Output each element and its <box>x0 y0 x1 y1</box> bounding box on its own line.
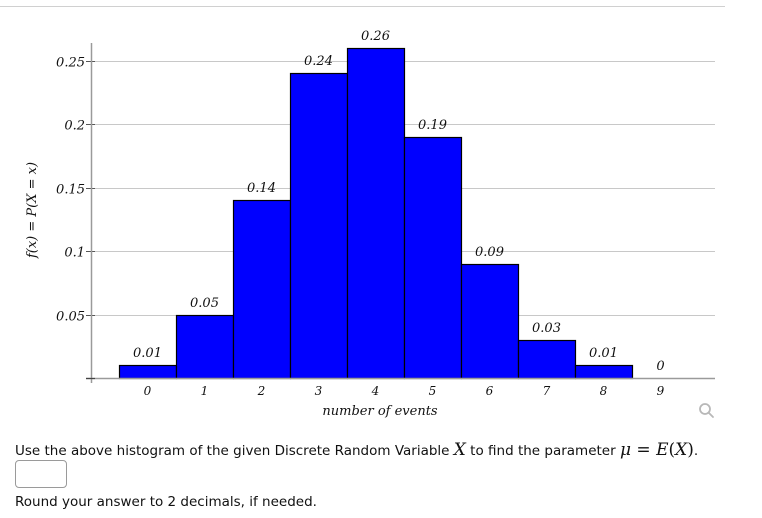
histogram-bar <box>232 199 292 380</box>
x-tick-label: 7 <box>543 384 551 398</box>
x-tick-label: 6 <box>486 384 494 398</box>
mu-symbol: μ <box>619 440 632 460</box>
y-axis-label: f(x) = P(X = x) <box>25 162 40 259</box>
bar-value-label: 0.19 <box>418 118 447 133</box>
y-tick-label: 0.1 <box>64 246 85 261</box>
histogram-bar <box>517 339 577 380</box>
labels: 0.05 0.1 0.15 0.2 0.25 0.01 0 0.05 1 0.14 2 0.24 3 0.… <box>56 29 665 398</box>
bar-value-label: 0.03 <box>532 321 561 336</box>
variable-x-2: X <box>675 440 688 460</box>
histogram-bar <box>346 47 406 380</box>
paren-open: ( <box>668 440 676 460</box>
histogram-bar <box>460 263 520 380</box>
bar-value-label: 0.01 <box>133 346 162 361</box>
question-prefix: Use the above histogram of the given Dis… <box>15 443 454 459</box>
histogram-chart: 0.05 0.1 0.15 0.2 0.25 0.01 0 0.05 1 0.14 2 0.24 3 0.… <box>25 29 715 419</box>
y-tick-label: 0.05 <box>56 310 85 325</box>
bar-value-label: 0 <box>656 359 664 374</box>
y-tick-label: 0.2 <box>64 119 85 134</box>
x-tick-label: 0 <box>144 384 152 398</box>
histogram-bar <box>118 364 178 380</box>
x-tick-label: 2 <box>257 384 266 398</box>
answer-input[interactable] <box>15 460 67 488</box>
variable-x: X <box>453 440 466 460</box>
magnifier-icon[interactable] <box>698 402 716 420</box>
x-tick-label: 5 <box>429 384 437 398</box>
axes <box>86 43 715 383</box>
top-divider <box>0 6 725 7</box>
expectation-e: E <box>656 440 669 460</box>
y-tick-label: 0.15 <box>56 183 85 198</box>
x-tick-label: 9 <box>657 384 665 398</box>
bar-value-label: 0.26 <box>361 29 390 44</box>
histogram-bar <box>403 136 463 380</box>
histogram-bar <box>289 72 349 380</box>
question-suffix: . <box>693 443 699 459</box>
bar-value-label: 0.09 <box>475 245 504 260</box>
bar-value-label: 0.14 <box>247 181 276 196</box>
x-tick-label: 1 <box>201 384 209 398</box>
question-text: Use the above histogram of the given Dis… <box>15 440 698 460</box>
question-middle: to find the parameter <box>465 443 620 459</box>
bar-value-label: 0.01 <box>589 346 618 361</box>
bar-value-label: 0.24 <box>304 54 333 69</box>
equals-sign: = <box>631 440 657 460</box>
histogram-bar <box>574 364 634 380</box>
bars <box>118 47 634 380</box>
x-tick-label: 3 <box>315 384 323 398</box>
histogram-bar <box>175 314 235 380</box>
x-tick-label: 4 <box>371 384 380 398</box>
x-tick-label: 8 <box>600 384 608 398</box>
paren-close: ) <box>687 440 694 460</box>
bar-value-label: 0.05 <box>190 296 219 311</box>
x-axis-label: number of events <box>322 404 438 419</box>
y-tick-label: 0.25 <box>56 56 85 71</box>
rounding-hint: Round your answer to 2 decimals, if need… <box>15 494 317 510</box>
